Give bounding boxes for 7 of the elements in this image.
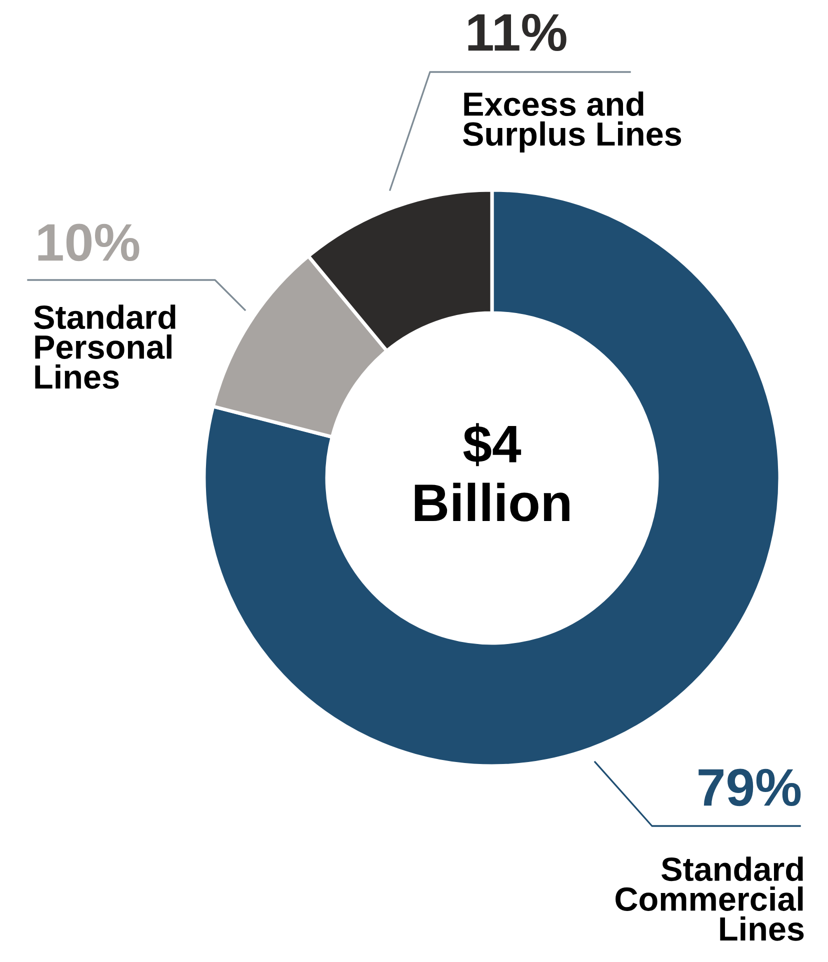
text: $4 Billion [414,423,570,522]
slice-label: Excess and Surplus Lines [462,92,682,152]
data-label: 79% [698,768,801,806]
data-label: 10% [38,224,140,262]
data-label: 11% [468,14,566,52]
slice-label: Standard Commercial Lines [616,856,804,941]
slice-label: Standard Personal Lines [34,304,176,389]
